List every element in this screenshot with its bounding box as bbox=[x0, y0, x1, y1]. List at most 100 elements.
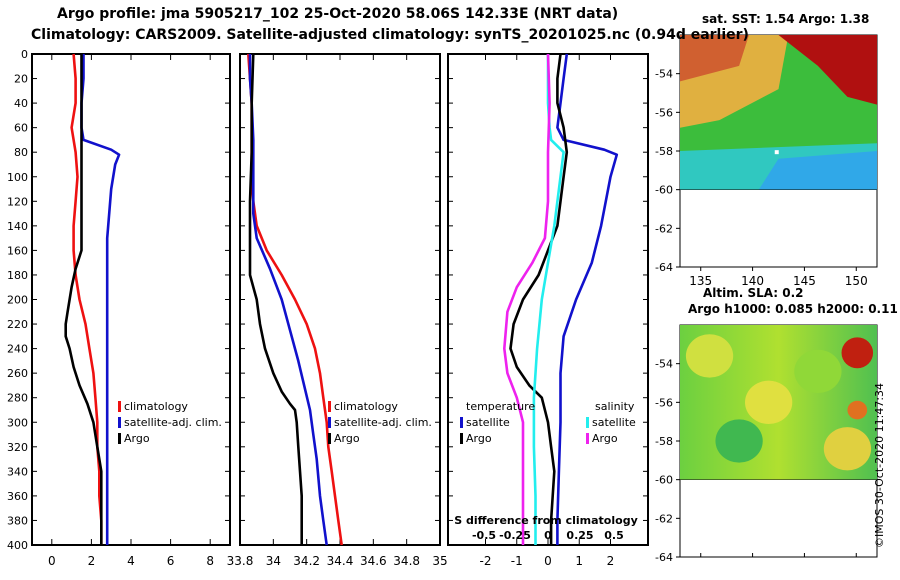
sst-map-title: sat. SST: 1.54 Argo: 1.38 bbox=[702, 12, 870, 26]
secondary-tick-label: -0.25 bbox=[499, 529, 531, 542]
sst-hot-northeast bbox=[778, 35, 877, 105]
argo-position-marker bbox=[774, 150, 779, 155]
y-tick-label: 140 bbox=[7, 220, 28, 233]
secondary-tick-label: 0 bbox=[544, 529, 552, 542]
y-tick-label: 340 bbox=[7, 465, 28, 478]
lat-tick-label: -56 bbox=[655, 396, 673, 409]
x-tick-label: 2 bbox=[607, 554, 615, 568]
sla-anomaly bbox=[794, 349, 842, 394]
sla-anomaly bbox=[745, 380, 793, 424]
x-tick-label: 8 bbox=[206, 554, 214, 568]
y-tick-label: 380 bbox=[7, 514, 28, 527]
y-tick-label: 300 bbox=[7, 416, 28, 429]
x-tick-label: 0 bbox=[48, 554, 56, 568]
y-tick-label: 320 bbox=[7, 441, 28, 454]
x-tick-label: 4 bbox=[127, 554, 135, 568]
y-tick-label: 160 bbox=[7, 244, 28, 257]
legend-swatch bbox=[328, 433, 331, 444]
legend-swatch bbox=[118, 433, 121, 444]
series-climatology bbox=[70, 53, 103, 545]
secondary-tick-label: 0.5 bbox=[604, 529, 624, 542]
y-tick-label: 200 bbox=[7, 294, 28, 307]
sla-map: -54 -56 -58 -60 -62 -64 bbox=[655, 324, 878, 564]
secondary-tick-label: 0.25 bbox=[566, 529, 593, 542]
lat-tick-label: -62 bbox=[655, 222, 673, 235]
y-tick-label: 20 bbox=[14, 73, 28, 86]
y-tick-label: 60 bbox=[14, 122, 28, 135]
x-tick-label: 33.8 bbox=[227, 554, 254, 568]
x-tick-label: 1 bbox=[575, 554, 583, 568]
y-tick-label: 400 bbox=[7, 539, 28, 552]
legend-salinity-swatch bbox=[586, 417, 589, 428]
legend-label: satellite-adj. clim. bbox=[334, 416, 432, 429]
lat-tick-label: -54 bbox=[655, 358, 673, 371]
legend-swatch bbox=[328, 417, 331, 428]
sla-moderate-anomaly bbox=[847, 400, 868, 420]
x-tick-label: -1 bbox=[511, 554, 523, 568]
profile-panel-s: -2 -1 0 1 2 temperature satellite Argo salinity s… bbox=[447, 53, 649, 568]
legend-swatch bbox=[118, 401, 121, 412]
sla-map-subtitle: Argo h1000: 0.085 h2000: 0.11 bbox=[688, 302, 898, 316]
sla-anomaly bbox=[685, 334, 734, 378]
legend-salinity-swatch bbox=[586, 433, 589, 444]
sla-anomaly bbox=[715, 419, 763, 463]
y-tick-label: 280 bbox=[7, 392, 28, 405]
series-temperature-argo bbox=[509, 53, 569, 545]
x-tick-label: -2 bbox=[480, 554, 492, 568]
sla-high-anomaly bbox=[841, 337, 874, 369]
lat-tick-label: -64 bbox=[655, 551, 673, 564]
legend-salinity-label: satellite bbox=[592, 416, 636, 429]
legend-temperature-swatch bbox=[460, 433, 463, 444]
lon-tick-label: 150 bbox=[845, 274, 868, 288]
lon-tick-label: 145 bbox=[793, 274, 816, 288]
series-argo bbox=[64, 54, 103, 545]
sst-hot-west bbox=[680, 35, 749, 82]
lat-tick-label: -60 bbox=[655, 474, 673, 487]
sla-anomaly bbox=[823, 427, 872, 471]
x-tick-label: 35 bbox=[432, 554, 447, 568]
x-tick-label: 34 bbox=[266, 554, 281, 568]
series-argo bbox=[248, 53, 304, 545]
difference-axis-title: S difference from climatology bbox=[454, 514, 638, 527]
lat-tick-label: -60 bbox=[655, 184, 673, 197]
y-tick-label: 40 bbox=[14, 97, 28, 110]
sst-cold-southeast bbox=[758, 151, 877, 190]
y-tick-label: 120 bbox=[7, 195, 28, 208]
lon-tick-label: 135 bbox=[689, 274, 712, 288]
y-tick-label: 100 bbox=[7, 171, 28, 184]
series-salinity-argo bbox=[502, 53, 551, 545]
legend-label: satellite-adj. clim. bbox=[124, 416, 222, 429]
legend-temperature-swatch bbox=[460, 417, 463, 428]
sla-field bbox=[680, 325, 877, 480]
legend-salinity-title: salinity bbox=[595, 400, 635, 413]
legend-swatch bbox=[118, 417, 121, 428]
x-tick-label: 2 bbox=[88, 554, 96, 568]
lat-tick-label: -58 bbox=[655, 435, 673, 448]
lat-tick-label: -62 bbox=[655, 512, 673, 525]
secondary-tick-label: -0.5 bbox=[472, 529, 496, 542]
legend-temperature-label: Argo bbox=[466, 432, 492, 445]
lon-tick-label: 140 bbox=[741, 274, 764, 288]
lat-tick-label: -64 bbox=[655, 261, 673, 274]
x-tick-label: 34.2 bbox=[293, 554, 320, 568]
legend-label: climatology bbox=[334, 400, 398, 413]
series-temperature-satellite bbox=[556, 53, 619, 545]
sst-map: -54 -56 -58 -60 -62 -64 135 140 145 150 bbox=[655, 34, 878, 288]
profile-panel-temperature: 0204060801001201401601802002202402602803… bbox=[7, 48, 231, 568]
x-tick-label: 34.8 bbox=[393, 554, 420, 568]
lat-tick-label: -58 bbox=[655, 145, 673, 158]
legend-label: Argo bbox=[124, 432, 150, 445]
legend-salinity-label: Argo bbox=[592, 432, 618, 445]
y-tick-label: 220 bbox=[7, 318, 28, 331]
profile-panel-salinity: 33.8 34 34.2 34.4 34.6 34.8 35 climatology satel… bbox=[227, 53, 448, 568]
legend-label: Argo bbox=[334, 432, 360, 445]
x-tick-label: 34.6 bbox=[360, 554, 387, 568]
legend-temperature-label: satellite bbox=[466, 416, 510, 429]
sst-field bbox=[680, 35, 877, 190]
legend-temperature-title: temperature bbox=[466, 400, 535, 413]
legend-swatch bbox=[328, 401, 331, 412]
x-tick-label: 6 bbox=[167, 554, 175, 568]
sla-map-title: Altim. SLA: 0.2 bbox=[703, 286, 804, 300]
plot-frame bbox=[239, 53, 441, 546]
